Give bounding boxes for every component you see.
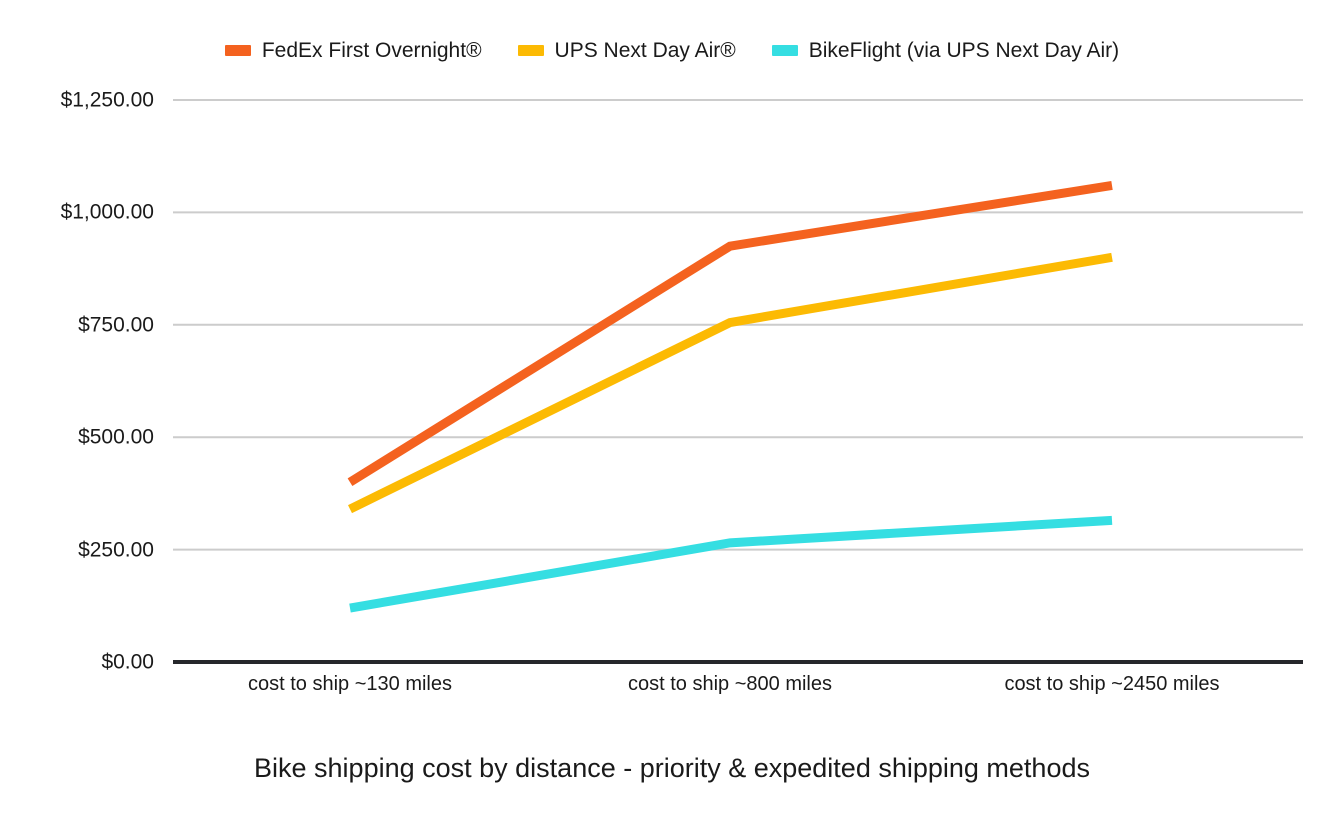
legend-label-fedex: FedEx First Overnight® bbox=[261, 38, 482, 62]
legend-label-bikeflight: BikeFlight (via UPS Next Day Air) bbox=[808, 38, 1120, 62]
legend-item-fedex[interactable]: FedEx First Overnight® bbox=[224, 38, 482, 62]
gridlines bbox=[173, 99, 1303, 664]
legend-item-ups[interactable]: UPS Next Day Air® bbox=[517, 38, 736, 62]
legend-swatch-ups bbox=[517, 44, 544, 56]
y-tick-label: $500.00 bbox=[78, 425, 154, 449]
series-line-2[interactable] bbox=[349, 515, 1113, 613]
legend-item-bikeflight[interactable]: BikeFlight (via UPS Next Day Air) bbox=[771, 38, 1120, 62]
series-line-1[interactable] bbox=[348, 252, 1113, 514]
series-lines bbox=[347, 180, 1113, 613]
legend-swatch-bikeflight bbox=[771, 44, 798, 56]
x-tick-label: cost to ship ~2450 miles bbox=[1004, 673, 1220, 695]
series-line-0[interactable] bbox=[347, 180, 1113, 486]
y-tick-label: $750.00 bbox=[78, 313, 154, 337]
x-tick-label: cost to ship ~800 miles bbox=[628, 673, 832, 695]
legend-swatch-fedex bbox=[224, 44, 251, 56]
legend-label-ups: UPS Next Day Air® bbox=[554, 38, 736, 62]
y-tick-label: $0.00 bbox=[101, 650, 154, 674]
chart-title: Bike shipping cost by distance - priorit… bbox=[254, 753, 1090, 783]
x-tick-label: cost to ship ~130 miles bbox=[248, 673, 452, 695]
y-tick-label: $1,000.00 bbox=[60, 200, 154, 224]
y-tick-label: $250.00 bbox=[78, 538, 154, 562]
chart-legend: FedEx First Overnight® UPS Next Day Air®… bbox=[0, 32, 1344, 68]
y-tick-label: $1,250.00 bbox=[60, 88, 154, 112]
